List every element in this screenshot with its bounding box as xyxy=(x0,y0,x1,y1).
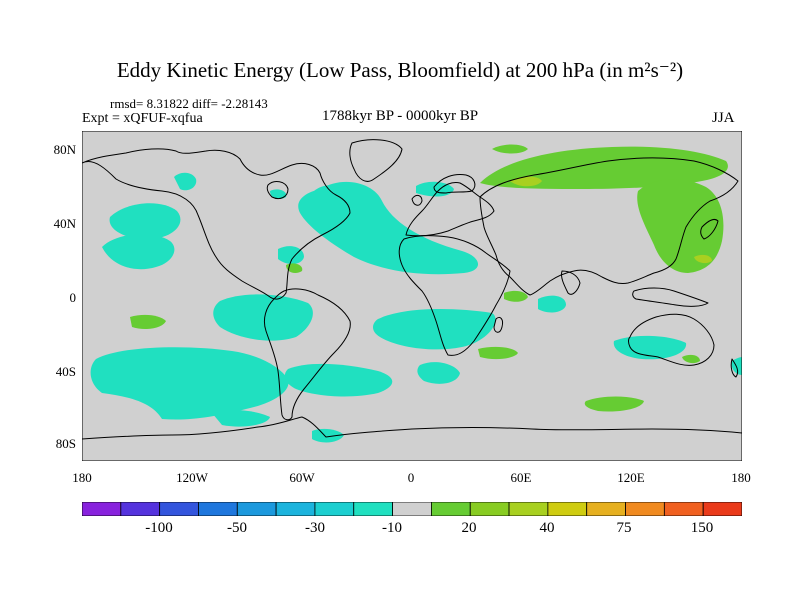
coast-hudson-bay xyxy=(266,181,289,200)
coast-asia xyxy=(479,157,739,296)
coast-japan xyxy=(700,218,719,240)
coast-indonesia xyxy=(632,287,709,307)
coast-india xyxy=(561,270,581,295)
period-label: 1788kyr BP - 0000kyr BP xyxy=(322,108,479,124)
coast-greenland xyxy=(349,139,403,182)
colorbar-swatch xyxy=(431,502,471,516)
colorbar-label: -30 xyxy=(305,520,325,536)
colorbar-label: 150 xyxy=(690,520,714,536)
colorbar-swatch xyxy=(508,502,549,516)
patch-indian-ocean-southeast xyxy=(584,396,644,412)
colorbar-swatch xyxy=(625,502,665,516)
colorbar-swatch xyxy=(702,502,742,516)
colorbar-swatch xyxy=(120,502,161,516)
coast-australia xyxy=(628,313,715,366)
colorbar-swatch xyxy=(275,502,316,516)
patch-pacific-central xyxy=(102,233,175,270)
coast-scandinavia xyxy=(433,174,476,194)
patch-africa-south xyxy=(478,346,518,360)
patch-southern-ocean-pacific xyxy=(90,347,289,420)
colorbar-swatch xyxy=(236,502,277,516)
coast-new-zealand xyxy=(730,358,739,378)
lat-label-eq: 0 xyxy=(69,290,77,305)
patch-southern-ocean-atlantic xyxy=(284,363,393,397)
patch-russia-north xyxy=(492,144,528,154)
map-title: Eddy Kinetic Energy (Low Pass, Bloomfiel… xyxy=(116,58,684,82)
patch-alaska xyxy=(174,172,197,191)
colorbar-label: 40 xyxy=(539,520,555,536)
colorbar-label: -10 xyxy=(382,520,402,536)
patch-east-asia xyxy=(637,179,724,273)
patch-west-africa xyxy=(504,290,528,302)
patch-south-pacific-east xyxy=(213,294,313,341)
patch-siberia xyxy=(480,146,728,189)
colorbar-swatch xyxy=(82,502,122,516)
colorbar-swatch xyxy=(314,502,355,516)
patch-greenland-south xyxy=(314,185,344,204)
patch-south-atlantic xyxy=(373,309,496,350)
patch-north-atlantic xyxy=(298,181,479,275)
colorbar-swatch xyxy=(663,502,704,516)
coast-south-america xyxy=(263,288,351,421)
coast-north-america xyxy=(82,148,351,300)
patch-canada xyxy=(270,189,287,199)
patch-east-asia-core xyxy=(694,254,712,264)
lon-label-60e: 60E xyxy=(510,470,532,485)
lon-label-180w: 180 xyxy=(72,470,92,485)
coast-madagascar xyxy=(493,316,503,333)
lon-label-0: 0 xyxy=(407,470,415,485)
negative-anomaly-patches xyxy=(90,172,742,443)
coast-british-isles xyxy=(411,194,423,206)
patch-caribbean xyxy=(286,263,303,273)
lat-label-80s: 80S xyxy=(55,436,76,451)
colorbar xyxy=(82,502,742,516)
lon-label-120w: 120W xyxy=(176,470,208,485)
patch-na-pacific-west xyxy=(109,203,181,240)
colorbar-swatch xyxy=(198,502,238,516)
patch-tasman xyxy=(682,354,700,364)
colorbar-label: 20 xyxy=(461,520,477,536)
coast-africa xyxy=(398,235,511,356)
colorbar-label: 75 xyxy=(616,520,632,536)
colorbar-swatch xyxy=(159,502,199,516)
patch-indian-ocean-south xyxy=(613,335,687,360)
colorbar-swatch xyxy=(586,502,626,516)
lat-label-40s: 40S xyxy=(55,364,76,379)
coastlines xyxy=(82,139,742,440)
patch-indian-ocean xyxy=(538,295,566,313)
colorbar-swatch xyxy=(392,502,432,516)
lon-label-180e: 180 xyxy=(731,470,751,485)
lat-label-40n: 40N xyxy=(53,216,76,231)
patch-southern-south-america xyxy=(212,410,270,427)
stats-text: rmsd= 8.31822 diff= -2.28143 xyxy=(110,96,268,111)
colorbar-label: -50 xyxy=(227,520,247,536)
map-panel xyxy=(82,131,742,461)
experiment-label: Expt = xQFUF-xqfua xyxy=(82,111,203,126)
lon-label-60w: 60W xyxy=(289,470,315,485)
colorbar-swatch xyxy=(469,502,510,516)
colorbar-swatch xyxy=(547,502,588,516)
patch-japan xyxy=(710,213,723,225)
lon-label-120e: 120E xyxy=(617,470,645,485)
coast-antarctica xyxy=(82,416,742,440)
season-label: JJA xyxy=(712,110,735,126)
positive-anomaly-patches xyxy=(130,144,728,412)
patch-atlantic-west xyxy=(278,246,304,265)
patch-south-atlantic-east xyxy=(417,362,460,384)
patch-east-pacific xyxy=(130,314,166,329)
lat-label-80n: 80N xyxy=(53,142,76,157)
colorbar-label: -100 xyxy=(145,520,173,536)
colorbar-swatch xyxy=(353,502,393,516)
patch-drake-passage xyxy=(312,428,344,443)
